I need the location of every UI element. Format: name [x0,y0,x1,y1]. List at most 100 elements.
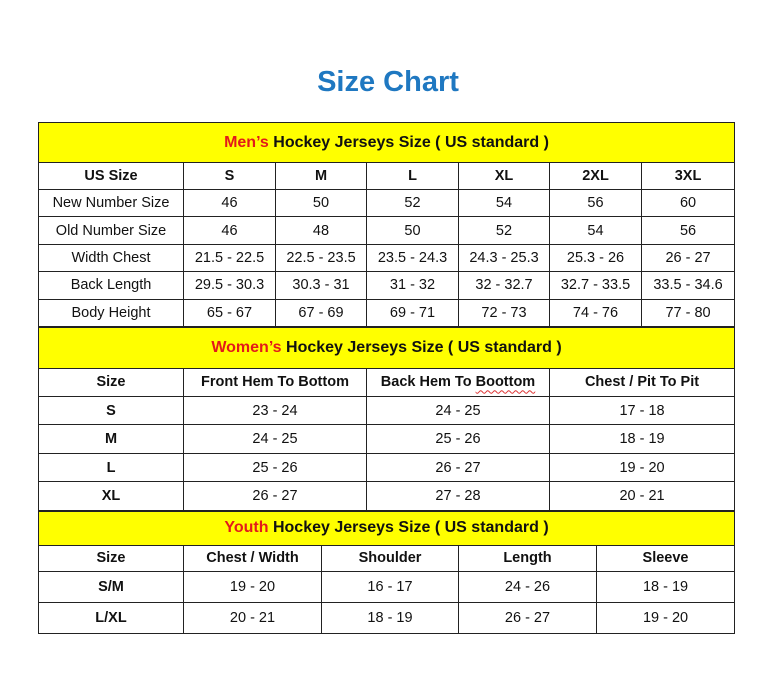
table-cell: 30.3 - 31 [275,271,367,300]
table-row: L/XL 20 - 21 18 - 19 26 - 27 19 - 20 [38,601,736,634]
women-column-header-row: Size Front Hem To Bottom Back Hem To Boott… [38,367,736,397]
table-cell: 27 - 28 [366,481,550,511]
table-cell: 69 - 71 [366,298,459,327]
table-cell: 23 - 24 [183,395,367,426]
row-label: L/XL [38,601,184,634]
table-cell: 72 - 73 [458,298,550,327]
row-label: Back Length [38,271,184,300]
table-cell: 25 - 26 [366,424,550,454]
table-cell: 77 - 80 [640,298,736,327]
column-header: Shoulder [321,544,459,572]
table-cell: 26 - 27 [640,243,736,273]
row-label: M [38,424,184,454]
row-label: S [38,395,184,426]
column-header: Size [38,367,184,397]
table-row: Back Length 29.5 - 30.3 30.3 - 31 31 - 32 32… [38,271,736,300]
table-cell: 31 - 32 [366,271,459,300]
table-cell: 20 - 21 [548,481,736,511]
table-row: New Number Size 46 50 52 54 56 60 [38,188,736,218]
youth-section-heading-row: Youth Hockey Jerseys Size ( US standard … [37,510,736,546]
table-cell: 26 - 27 [458,601,597,634]
heading-text: Hockey Jerseys Size ( US standard ) [281,338,562,356]
heading-highlight: Men’s [224,133,269,151]
men-section-heading: Men’s Hockey Jerseys Size ( US standard … [37,122,736,163]
size-chart: Men’s Hockey Jerseys Size ( US standard … [37,122,736,634]
column-header: XL [458,162,550,190]
column-header: US Size [38,162,184,190]
row-label: Width Chest [38,243,184,273]
table-cell: 50 [275,188,367,218]
table-row: M 24 - 25 25 - 26 18 - 19 [38,424,736,454]
table-cell: 19 - 20 [595,601,736,634]
youth-column-header-row: Size Chest / Width Shoulder Length Sleeve [38,544,736,572]
column-header-text: Back Hem To [380,374,476,391]
row-label: Old Number Size [38,216,184,245]
table-cell: 26 - 27 [366,452,550,483]
column-header: 2XL [549,162,642,190]
table-cell: 18 - 19 [595,570,736,603]
table-cell: 23.5 - 24.3 [366,243,459,273]
men-column-header-row: US Size S M L XL 2XL 3XL [38,162,736,190]
table-cell: 46 [183,188,276,218]
column-header: 3XL [640,162,736,190]
men-section-heading-row: Men’s Hockey Jerseys Size ( US standard … [37,122,736,163]
table-cell: 19 - 20 [548,452,736,483]
page-title: Size Chart [317,66,459,98]
table-cell: 16 - 17 [321,570,459,603]
table-cell: 52 [458,216,550,245]
row-label: Body Height [38,298,184,327]
women-section-heading: Women’s Hockey Jerseys Size ( US standar… [37,326,736,369]
youth-section-heading: Youth Hockey Jerseys Size ( US standard … [37,510,736,546]
column-header: Size [38,544,184,572]
row-label: XL [38,481,184,511]
table-cell: 21.5 - 22.5 [183,243,276,273]
table-row: L 25 - 26 26 - 27 19 - 20 [38,452,736,483]
table-cell: 26 - 27 [183,481,367,511]
table-cell: 22.5 - 23.5 [275,243,367,273]
youth-size-table: Youth Hockey Jerseys Size ( US standard … [37,510,736,634]
table-cell: 56 [640,216,736,245]
heading-highlight: Women’s [211,338,282,356]
table-cell: 67 - 69 [275,298,367,327]
table-cell: 50 [366,216,459,245]
table-cell: 17 - 18 [548,395,736,426]
table-row: Old Number Size 46 48 50 52 54 56 [38,216,736,245]
table-cell: 25.3 - 26 [549,243,642,273]
women-size-table: Women’s Hockey Jerseys Size ( US standar… [37,326,736,511]
table-cell: 48 [275,216,367,245]
misspelled-word: Boottom [475,374,536,391]
table-cell: 33.5 - 34.6 [640,271,736,300]
column-header: Chest / Width [183,544,322,572]
table-cell: 56 [549,188,642,218]
men-size-table: Men’s Hockey Jerseys Size ( US standard … [37,122,736,327]
table-cell: 24 - 25 [366,395,550,426]
table-cell: 54 [549,216,642,245]
heading-highlight: Youth [224,519,269,537]
table-cell: 19 - 20 [183,570,322,603]
table-cell: 54 [458,188,550,218]
row-label: L [38,452,184,483]
heading-text: Hockey Jerseys Size ( US standard ) [268,519,549,537]
table-row: Width Chest 21.5 - 22.5 22.5 - 23.5 23.5 - … [38,243,736,273]
table-cell: 74 - 76 [549,298,642,327]
row-label: New Number Size [38,188,184,218]
table-cell: 60 [640,188,736,218]
column-header: Chest / Pit To Pit [548,367,736,397]
table-row: S 23 - 24 24 - 25 17 - 18 [38,395,736,426]
column-header: Front Hem To Bottom [183,367,367,397]
table-cell: 46 [183,216,276,245]
table-cell: 18 - 19 [321,601,459,634]
table-cell: 24 - 26 [458,570,597,603]
heading-text: Hockey Jerseys Size ( US standard ) [268,133,549,151]
column-header: Length [458,544,597,572]
table-cell: 20 - 21 [183,601,322,634]
table-row: XL 26 - 27 27 - 28 20 - 21 [38,481,736,511]
table-row: S/M 19 - 20 16 - 17 24 - 26 18 - 19 [38,570,736,603]
table-cell: 32.7 - 33.5 [549,271,642,300]
table-cell: 65 - 67 [183,298,276,327]
table-cell: 52 [366,188,459,218]
column-header: Back Hem To Boottom [366,367,550,397]
table-row: Body Height 65 - 67 67 - 69 69 - 71 72 - 73 7… [38,298,736,327]
women-section-heading-row: Women’s Hockey Jerseys Size ( US standar… [37,326,736,369]
table-cell: 18 - 19 [548,424,736,454]
